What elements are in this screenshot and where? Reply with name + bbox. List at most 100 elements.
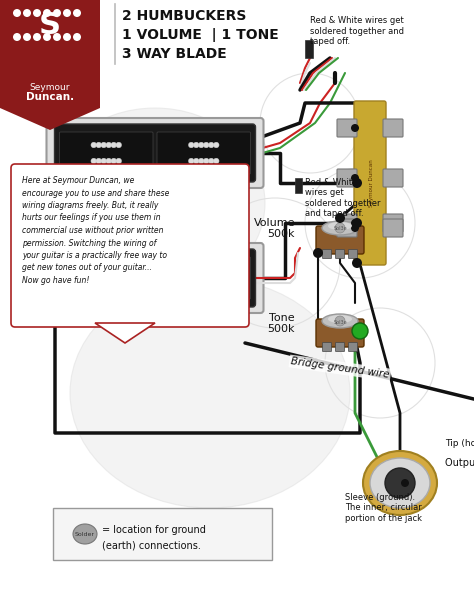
FancyBboxPatch shape bbox=[55, 249, 255, 307]
FancyBboxPatch shape bbox=[46, 118, 264, 188]
Circle shape bbox=[352, 323, 368, 339]
FancyBboxPatch shape bbox=[322, 343, 331, 351]
Circle shape bbox=[23, 9, 31, 17]
Circle shape bbox=[189, 267, 194, 273]
Circle shape bbox=[351, 219, 359, 227]
Circle shape bbox=[53, 9, 61, 17]
FancyBboxPatch shape bbox=[55, 124, 255, 182]
Text: 500k: 500k bbox=[267, 324, 295, 334]
Text: (earth) connections.: (earth) connections. bbox=[102, 540, 201, 550]
Polygon shape bbox=[0, 0, 100, 108]
Circle shape bbox=[13, 33, 21, 41]
Circle shape bbox=[111, 267, 117, 273]
Circle shape bbox=[96, 283, 101, 289]
Circle shape bbox=[203, 267, 209, 273]
Ellipse shape bbox=[322, 221, 358, 235]
Circle shape bbox=[193, 142, 199, 148]
Circle shape bbox=[101, 158, 107, 164]
Circle shape bbox=[213, 283, 219, 289]
Circle shape bbox=[91, 267, 97, 273]
Circle shape bbox=[203, 142, 209, 148]
Circle shape bbox=[73, 9, 81, 17]
Circle shape bbox=[351, 174, 359, 182]
Text: Duncan.: Duncan. bbox=[26, 92, 74, 102]
Ellipse shape bbox=[328, 222, 352, 230]
Ellipse shape bbox=[73, 524, 97, 544]
FancyBboxPatch shape bbox=[157, 257, 250, 299]
FancyBboxPatch shape bbox=[322, 249, 331, 259]
Circle shape bbox=[209, 267, 214, 273]
Text: Volume: Volume bbox=[254, 218, 295, 228]
Circle shape bbox=[96, 158, 101, 164]
Text: Solder: Solder bbox=[75, 531, 95, 536]
Circle shape bbox=[116, 267, 121, 273]
Circle shape bbox=[352, 218, 362, 228]
Text: Seymour Duncan: Seymour Duncan bbox=[125, 293, 185, 299]
Circle shape bbox=[91, 283, 97, 289]
Circle shape bbox=[111, 283, 117, 289]
Circle shape bbox=[213, 267, 219, 273]
Circle shape bbox=[401, 479, 409, 487]
Circle shape bbox=[189, 283, 194, 289]
Text: 2 HUMBUCKERS: 2 HUMBUCKERS bbox=[122, 9, 246, 23]
FancyBboxPatch shape bbox=[383, 219, 403, 237]
Ellipse shape bbox=[328, 315, 352, 323]
Ellipse shape bbox=[70, 278, 350, 508]
Text: Red & White
wires get
soldered together
and taped off.: Red & White wires get soldered together … bbox=[305, 178, 381, 218]
Circle shape bbox=[91, 158, 97, 164]
Text: 3 WAY BLADE: 3 WAY BLADE bbox=[122, 47, 227, 61]
FancyBboxPatch shape bbox=[46, 243, 264, 313]
Circle shape bbox=[106, 267, 111, 273]
Circle shape bbox=[351, 124, 359, 132]
FancyBboxPatch shape bbox=[295, 178, 302, 193]
Circle shape bbox=[101, 142, 107, 148]
Text: Tone: Tone bbox=[269, 313, 295, 323]
Text: S: S bbox=[39, 10, 61, 39]
Circle shape bbox=[73, 33, 81, 41]
Circle shape bbox=[23, 33, 31, 41]
FancyBboxPatch shape bbox=[336, 249, 345, 259]
Circle shape bbox=[63, 33, 71, 41]
FancyBboxPatch shape bbox=[337, 169, 357, 187]
Circle shape bbox=[193, 283, 199, 289]
Circle shape bbox=[96, 142, 101, 148]
Circle shape bbox=[111, 142, 117, 148]
Text: 500k: 500k bbox=[267, 229, 295, 239]
Circle shape bbox=[33, 9, 41, 17]
Circle shape bbox=[352, 258, 362, 268]
Ellipse shape bbox=[370, 458, 430, 508]
Text: Seymour Duncan: Seymour Duncan bbox=[125, 168, 185, 174]
Text: 1 VOLUME  | 1 TONE: 1 VOLUME | 1 TONE bbox=[122, 28, 279, 42]
FancyBboxPatch shape bbox=[337, 219, 357, 237]
Circle shape bbox=[101, 267, 107, 273]
FancyBboxPatch shape bbox=[316, 319, 364, 347]
Text: Here at Seymour Duncan, we
encourage you to use and share these
wiring diagrams : Here at Seymour Duncan, we encourage you… bbox=[22, 176, 169, 285]
Circle shape bbox=[213, 142, 219, 148]
Circle shape bbox=[351, 224, 359, 232]
Circle shape bbox=[111, 158, 117, 164]
FancyBboxPatch shape bbox=[316, 226, 364, 254]
Circle shape bbox=[43, 9, 51, 17]
FancyBboxPatch shape bbox=[337, 214, 357, 232]
Circle shape bbox=[106, 142, 111, 148]
Circle shape bbox=[63, 9, 71, 17]
Circle shape bbox=[209, 142, 214, 148]
Circle shape bbox=[335, 316, 345, 326]
Circle shape bbox=[116, 283, 121, 289]
Circle shape bbox=[313, 248, 323, 258]
Ellipse shape bbox=[45, 108, 265, 298]
Circle shape bbox=[199, 267, 204, 273]
FancyBboxPatch shape bbox=[60, 132, 153, 174]
FancyBboxPatch shape bbox=[53, 508, 272, 560]
Circle shape bbox=[193, 267, 199, 273]
Circle shape bbox=[106, 283, 111, 289]
Circle shape bbox=[199, 283, 204, 289]
Text: Output Jack: Output Jack bbox=[445, 458, 474, 468]
Circle shape bbox=[106, 158, 111, 164]
FancyBboxPatch shape bbox=[336, 343, 345, 351]
Circle shape bbox=[116, 142, 121, 148]
Circle shape bbox=[209, 158, 214, 164]
Text: Sol3e: Sol3e bbox=[333, 319, 347, 324]
Circle shape bbox=[203, 283, 209, 289]
Text: Seymour: Seymour bbox=[30, 83, 70, 91]
